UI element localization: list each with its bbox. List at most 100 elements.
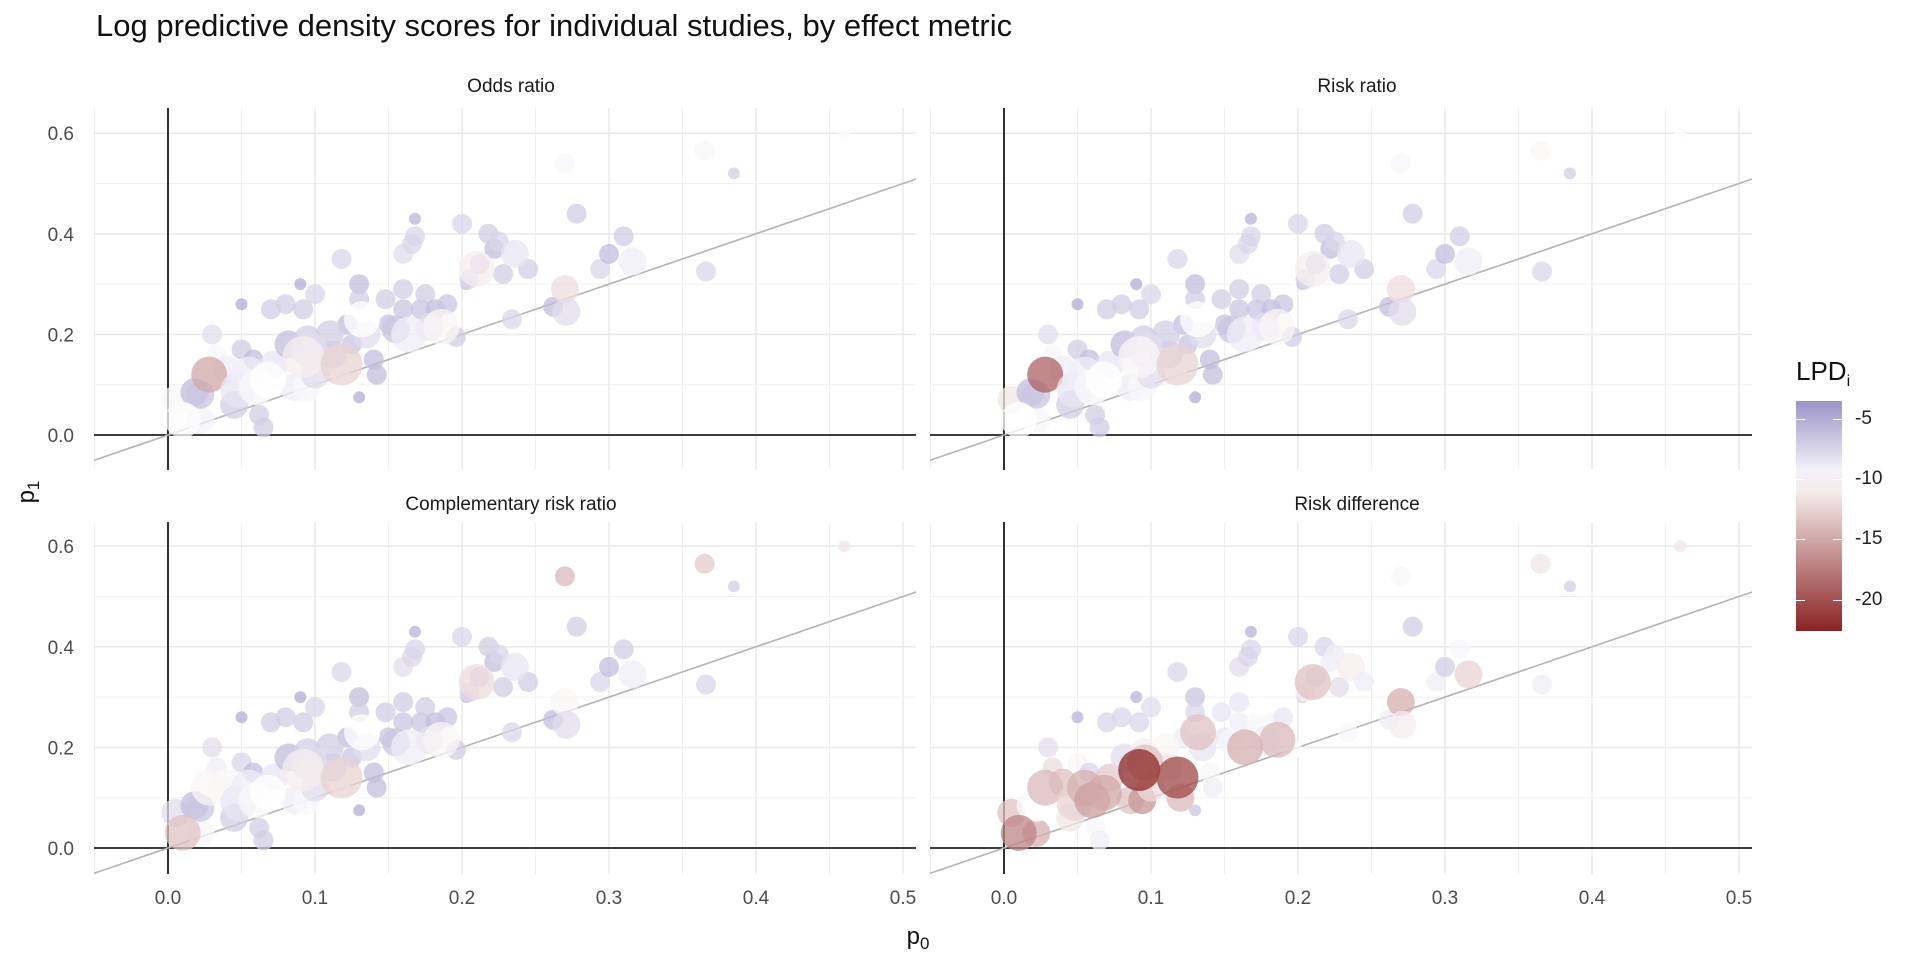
data-point [366, 364, 387, 385]
data-point [202, 324, 223, 345]
data-point [1185, 274, 1206, 295]
data-point [1189, 391, 1202, 404]
y-tick-label: 0.2 [48, 325, 74, 346]
data-point [393, 299, 414, 320]
data-point [1259, 308, 1296, 345]
data-point [1259, 721, 1296, 758]
data-point [344, 714, 381, 751]
data-point [408, 212, 421, 225]
data-point [391, 729, 428, 766]
y-tick-label: 0.0 [48, 839, 74, 860]
data-point [1211, 702, 1232, 723]
data-point [249, 774, 286, 811]
x-axis-title-subscript: 0 [920, 934, 929, 953]
data-point [1449, 639, 1470, 660]
data-point [1449, 226, 1470, 247]
x-tick-label: 0.5 [1726, 888, 1752, 909]
y-axis-title-subscript: 1 [24, 481, 43, 490]
data-point [282, 749, 325, 792]
data-point [452, 213, 472, 234]
data-point [253, 417, 274, 438]
data-point [1288, 626, 1308, 647]
legend-tick-mark [1796, 419, 1805, 421]
data-point [1118, 336, 1161, 379]
legend-tick-mark [1796, 479, 1805, 481]
data-point [344, 301, 381, 338]
data-point [554, 153, 575, 174]
data-point [1202, 777, 1223, 798]
data-point [1227, 316, 1264, 353]
data-point [1185, 687, 1206, 708]
data-point [235, 298, 248, 311]
facet-label-risk-difference: Risk difference [1294, 494, 1420, 515]
data-point [1240, 639, 1261, 660]
data-point [838, 540, 851, 553]
data-point [393, 279, 414, 300]
data-point [1288, 213, 1308, 234]
data-point [349, 274, 370, 295]
data-point [1111, 294, 1132, 315]
data-point [1402, 616, 1423, 637]
legend-tick-mark [1833, 419, 1842, 421]
data-point [613, 639, 634, 660]
data-point [1674, 540, 1687, 553]
data-point [320, 343, 363, 386]
data-point [1130, 278, 1143, 291]
legend-tick-label: -5 [1855, 408, 1872, 430]
data-point [320, 756, 363, 799]
data-point [1388, 297, 1417, 326]
data-point [293, 712, 314, 733]
data-point [1532, 261, 1553, 282]
data-point [404, 639, 425, 660]
panel-risk-ratio [930, 108, 1752, 470]
data-point [294, 691, 307, 704]
x-tick-label: 0.3 [596, 888, 622, 909]
facet-label-complementary-risk-ratio: Complementary risk ratio [405, 494, 617, 515]
data-point [501, 309, 522, 330]
data-point [408, 625, 421, 638]
data-point [423, 308, 460, 345]
data-point [1180, 714, 1217, 751]
data-point [1199, 349, 1220, 370]
data-point [393, 692, 414, 713]
data-point [253, 830, 274, 851]
data-point [694, 553, 715, 574]
data-point [1329, 264, 1350, 285]
data-point [1530, 140, 1551, 161]
legend-title: LPDi [1796, 356, 1851, 390]
x-tick-label: 0.5 [890, 888, 916, 909]
legend-tick-mark [1796, 599, 1805, 601]
data-point [363, 762, 384, 783]
data-point [393, 712, 414, 733]
data-point [1156, 756, 1199, 799]
data-point [1141, 697, 1161, 718]
data-point [1227, 729, 1264, 766]
data-point [391, 316, 428, 353]
data-point [1240, 226, 1261, 247]
data-point [1085, 774, 1122, 811]
data-point [415, 284, 436, 305]
data-point [353, 391, 366, 404]
data-point [331, 248, 352, 269]
data-point [349, 687, 370, 708]
facet-label-odds-ratio: Odds ratio [467, 76, 555, 97]
y-tick-label: 0.0 [48, 426, 74, 447]
data-point [293, 299, 314, 320]
data-point [1251, 697, 1272, 718]
data-point [1167, 248, 1188, 269]
data-point [618, 660, 647, 689]
legend-tick-mark [1833, 479, 1842, 481]
data-point [275, 707, 296, 728]
data-point [1229, 692, 1250, 713]
data-point [1530, 553, 1551, 574]
data-point [599, 656, 619, 677]
data-point [366, 777, 387, 798]
data-point [1329, 677, 1350, 698]
data-point [1390, 566, 1411, 587]
legend-tick-mark [1833, 599, 1842, 601]
data-point [1071, 711, 1084, 724]
data-point [375, 289, 396, 310]
data-point [235, 711, 248, 724]
legend-tick-mark [1833, 539, 1842, 541]
